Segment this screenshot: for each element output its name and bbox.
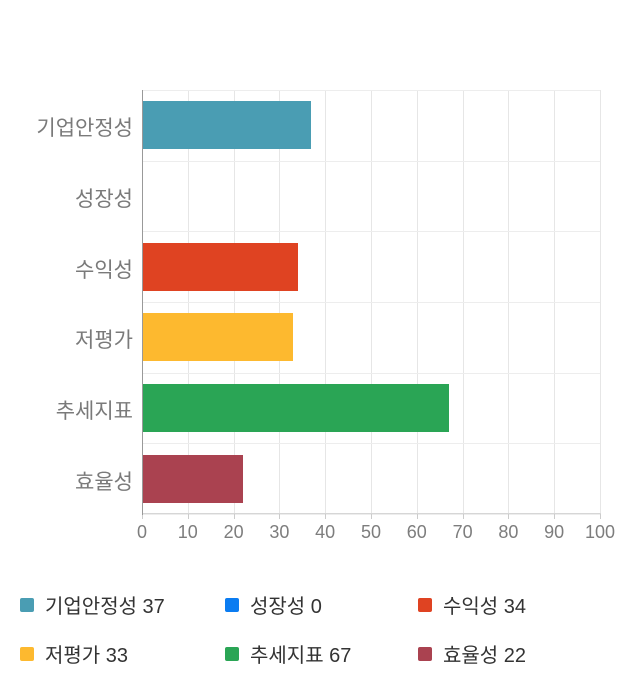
y-axis-label: 추세지표 (55, 400, 133, 423)
x-axis-line (142, 513, 601, 514)
legend-swatch-icon (418, 597, 432, 612)
y-axis-label: 기업안정성 (36, 117, 133, 140)
chart-bar (142, 455, 243, 503)
y-axis-label: 성장성 (75, 188, 133, 211)
plot-area (142, 90, 601, 515)
x-axis-tick-label: 60 (406, 522, 427, 542)
chart-bar (142, 313, 293, 361)
y-axis-line (142, 90, 143, 515)
legend-swatch-icon (20, 597, 34, 612)
legend-item[interactable]: 효율성 22 (418, 639, 526, 668)
legend-item[interactable]: 수익성 34 (418, 590, 526, 619)
x-axis-tick-label: 20 (223, 522, 244, 542)
x-axis-tick (416, 514, 418, 519)
x-axis-tick (508, 514, 510, 519)
legend-label: 성장성 0 (250, 596, 322, 618)
legend-item[interactable]: 기업안정성 37 (20, 590, 165, 619)
gridline-horizontal (142, 90, 600, 91)
gridline-horizontal (142, 161, 600, 162)
legend-swatch-icon (225, 646, 239, 661)
legend-label: 추세지표 67 (250, 645, 352, 667)
x-axis-tick (462, 514, 464, 519)
gridline-horizontal (142, 373, 600, 374)
x-axis-tick (233, 514, 235, 519)
x-axis-tick-label: 10 (177, 522, 198, 542)
x-axis-tick-label: 100 (584, 522, 616, 542)
legend-label: 기업안정성 37 (45, 596, 165, 618)
legend-swatch-icon (418, 646, 432, 661)
x-axis-tick-label: 50 (360, 522, 382, 542)
legend-swatch-icon (225, 597, 239, 612)
x-axis-tick (600, 514, 601, 519)
legend-item[interactable]: 저평가 33 (20, 639, 128, 668)
y-axis-label: 효율성 (75, 471, 133, 494)
x-axis-tick-label: 80 (498, 522, 519, 542)
y-axis-label: 저평가 (75, 329, 133, 352)
x-axis-tick (554, 514, 556, 519)
legend-label: 저평가 33 (45, 645, 129, 667)
x-axis-tick-label: 0 (136, 522, 148, 542)
legend-item[interactable]: 추세지표 67 (225, 639, 351, 668)
legend-swatch-icon (20, 646, 34, 661)
gridline-horizontal (142, 302, 600, 303)
gridline-vertical (600, 90, 601, 514)
chart-bar (142, 101, 311, 149)
x-axis-tick (325, 514, 327, 519)
chart-bar (142, 243, 298, 291)
x-axis-tick-label: 40 (315, 522, 336, 542)
x-axis-tick-label: 30 (269, 522, 290, 542)
gridline-horizontal (142, 443, 600, 444)
legend-label: 수익성 34 (443, 596, 527, 618)
y-axis-label: 수익성 (75, 259, 133, 282)
x-axis-tick (187, 514, 189, 519)
legend-item[interactable]: 성장성 0 (225, 590, 322, 619)
chart-bar (142, 384, 449, 432)
x-axis-tick-label: 90 (544, 522, 565, 542)
legend-label: 효율성 22 (443, 645, 527, 667)
x-axis-tick (142, 514, 143, 519)
x-axis-tick (371, 514, 372, 519)
gridline-horizontal (142, 231, 600, 232)
x-axis-tick (279, 514, 281, 519)
x-axis-tick-label: 70 (452, 522, 473, 542)
